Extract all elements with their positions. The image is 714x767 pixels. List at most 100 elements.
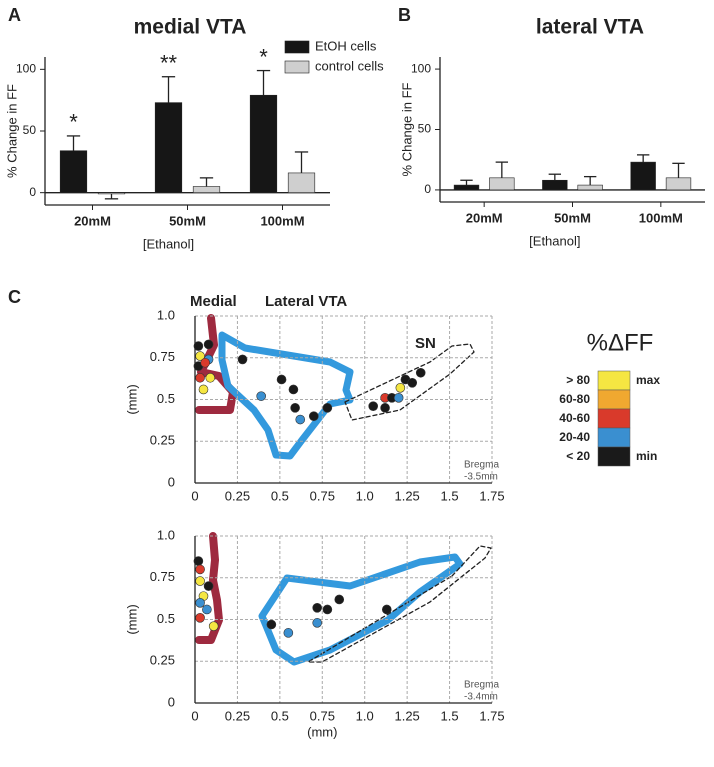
x-axis-label: [Ethanol] xyxy=(143,236,194,251)
cell-point xyxy=(195,351,205,361)
y-tick-label: 0.25 xyxy=(150,653,175,668)
x-tick-label: 20mM xyxy=(466,210,503,225)
cell-point xyxy=(283,628,294,638)
error-bar xyxy=(199,177,214,187)
cell-point xyxy=(205,372,216,383)
bar xyxy=(59,150,88,193)
x-tick-label: 1.0 xyxy=(356,708,374,723)
region-label: SN xyxy=(415,335,436,352)
cell-point xyxy=(198,384,209,395)
cell-point xyxy=(203,339,214,350)
bar xyxy=(97,192,126,195)
x-tick-label: 1.75 xyxy=(479,708,504,723)
error-bar xyxy=(104,193,119,200)
y-tick-label: 1.0 xyxy=(157,307,175,322)
cell-point xyxy=(193,556,204,566)
cell-point xyxy=(200,357,210,368)
cell-point xyxy=(195,597,205,608)
x-tick-label: 1.0 xyxy=(356,488,374,503)
error-bar xyxy=(583,175,597,186)
sn-outline xyxy=(307,545,492,663)
sn-outline xyxy=(344,343,475,421)
bar xyxy=(489,177,515,191)
x-tick-label: 50mM xyxy=(169,213,206,228)
cell-point xyxy=(395,383,406,393)
bar xyxy=(630,161,656,191)
cell-point xyxy=(290,403,300,413)
cell-point xyxy=(381,604,392,615)
vta-outline xyxy=(258,553,464,666)
y-tick-label: 0 xyxy=(168,694,175,709)
y-tick-label: 0.25 xyxy=(150,433,175,448)
scale-swatch xyxy=(597,427,631,448)
cell-point xyxy=(308,411,319,422)
cell-point xyxy=(322,604,333,615)
scale-swatch xyxy=(597,389,631,410)
scale-swatch xyxy=(597,408,631,429)
error-bar xyxy=(66,135,81,151)
x-tick-label: 1.75 xyxy=(479,488,504,503)
error-bar xyxy=(460,179,473,186)
bar xyxy=(665,177,692,191)
cell-point xyxy=(195,576,205,586)
panel-label: B xyxy=(398,5,411,25)
y-tick-label: 0 xyxy=(29,185,36,199)
cell-point xyxy=(195,564,205,575)
panel-label: C xyxy=(8,287,21,307)
x-tick-label: 20mM xyxy=(74,213,111,228)
x-tick-label: 0 xyxy=(191,708,198,723)
error-bar xyxy=(636,154,650,163)
region-label: -3.5mm xyxy=(464,472,498,483)
cell-point xyxy=(203,581,214,591)
y-axis-label: % Change in FF xyxy=(399,82,414,176)
legend-label: control cells xyxy=(315,58,384,73)
scale-label: > 80 xyxy=(566,373,590,387)
cell-point xyxy=(208,621,219,631)
medial-outline xyxy=(195,314,237,414)
x-tick-label: 0 xyxy=(191,488,198,503)
bar xyxy=(192,186,221,193)
scale-title: %ΔFF xyxy=(587,329,654,356)
region-label: Bregma xyxy=(464,460,499,471)
cell-point xyxy=(266,619,277,630)
cell-point xyxy=(312,603,322,613)
x-tick-label: 100mM xyxy=(639,210,683,225)
error-bar xyxy=(256,69,271,96)
cell-point xyxy=(195,372,205,383)
cell-point xyxy=(380,403,390,413)
cell-point xyxy=(322,403,333,413)
significance: * xyxy=(69,110,78,135)
region-label: Lateral VTA xyxy=(265,293,347,310)
region-label: -3.4mm xyxy=(464,692,498,703)
panel-label: A xyxy=(8,5,21,25)
y-tick-label: 0 xyxy=(424,182,431,196)
legend-swatch xyxy=(284,60,310,74)
cell-point xyxy=(312,618,322,628)
cell-point xyxy=(288,384,299,395)
cell-point xyxy=(202,604,212,615)
error-bar xyxy=(495,161,509,178)
cell-point xyxy=(407,377,418,388)
y-tick-label: 1.0 xyxy=(157,527,175,542)
x-tick-label: 0.75 xyxy=(310,488,335,503)
vta-outline xyxy=(218,331,354,460)
error-bar xyxy=(161,76,176,103)
error-bar xyxy=(294,151,309,173)
bar xyxy=(287,172,316,193)
x-tick-label: 100mM xyxy=(260,213,304,228)
x-tick-label: 1.5 xyxy=(441,708,459,723)
x-tick-label: 0.75 xyxy=(310,708,335,723)
y-tick-label: 0.5 xyxy=(157,391,175,406)
y-tick-label: 0.5 xyxy=(157,611,175,626)
y-axis-label: (mm) xyxy=(124,384,139,414)
x-tick-label: 0.5 xyxy=(271,488,289,503)
legend-label: EtOH cells xyxy=(315,38,377,53)
region-label: Bregma xyxy=(464,680,499,691)
y-tick-label: 0.75 xyxy=(150,349,175,364)
y-axis-label: % Change in FF xyxy=(4,84,19,178)
bar xyxy=(453,184,480,191)
cell-point xyxy=(368,401,379,411)
cell-point xyxy=(295,414,306,425)
cell-point xyxy=(193,341,204,351)
x-tick-label: 0.25 xyxy=(225,708,250,723)
